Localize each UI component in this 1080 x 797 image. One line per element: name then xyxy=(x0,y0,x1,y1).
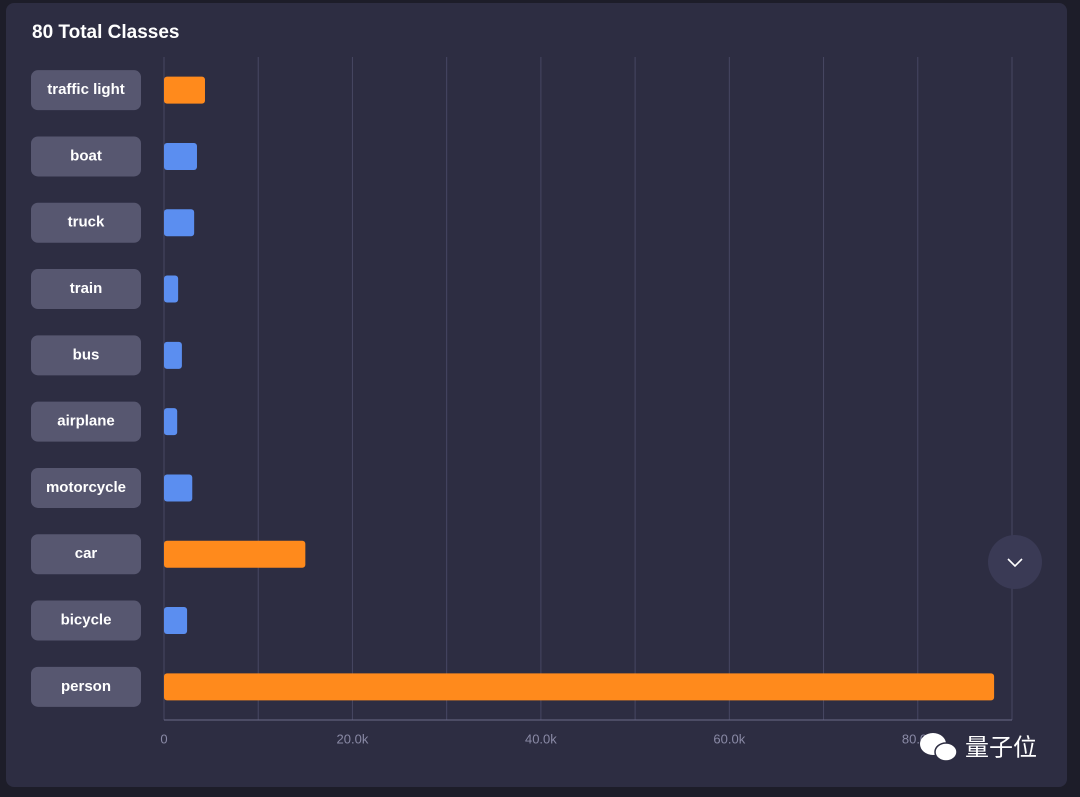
x-tick-label: 60.0k xyxy=(713,731,745,746)
category-pill xyxy=(31,335,141,376)
card xyxy=(6,3,1067,787)
category-label: airplane xyxy=(57,413,115,430)
scroll-icon[interactable] xyxy=(1007,558,1023,568)
category-pill xyxy=(31,534,141,575)
x-tick-label: 20.0k xyxy=(337,731,369,746)
category-label: train xyxy=(70,280,103,297)
x-tick-label: 40.0k xyxy=(525,731,557,746)
bar xyxy=(164,673,995,701)
category-pill xyxy=(31,136,141,177)
category-label: person xyxy=(61,678,111,695)
category-pill xyxy=(31,70,141,111)
category-label: bus xyxy=(73,346,100,363)
watermark: 量子位 xyxy=(965,734,1037,761)
bar xyxy=(164,607,188,635)
category-label: bicycle xyxy=(61,612,112,629)
bar xyxy=(164,408,178,436)
bar xyxy=(164,76,205,104)
bar xyxy=(164,209,195,237)
scroll-button[interactable] xyxy=(988,535,1042,589)
category-label: truck xyxy=(68,214,105,231)
bar xyxy=(164,341,182,369)
category-label: boat xyxy=(70,147,102,164)
bar xyxy=(164,275,179,303)
watermark-logo xyxy=(920,733,958,762)
category-pill xyxy=(31,600,141,641)
category-label: traffic light xyxy=(47,81,125,98)
category-label: motorcycle xyxy=(46,479,126,496)
title: 80 Total Classes xyxy=(32,22,180,43)
category-label: car xyxy=(75,545,98,562)
category-pill xyxy=(31,666,141,707)
category-pill xyxy=(31,202,141,243)
category-pill xyxy=(31,467,141,508)
category-pill xyxy=(31,269,141,310)
bar xyxy=(164,474,193,502)
bar xyxy=(164,142,197,170)
category-pill xyxy=(31,401,141,442)
bar xyxy=(164,540,306,568)
x-tick-label: 0 xyxy=(160,731,167,746)
